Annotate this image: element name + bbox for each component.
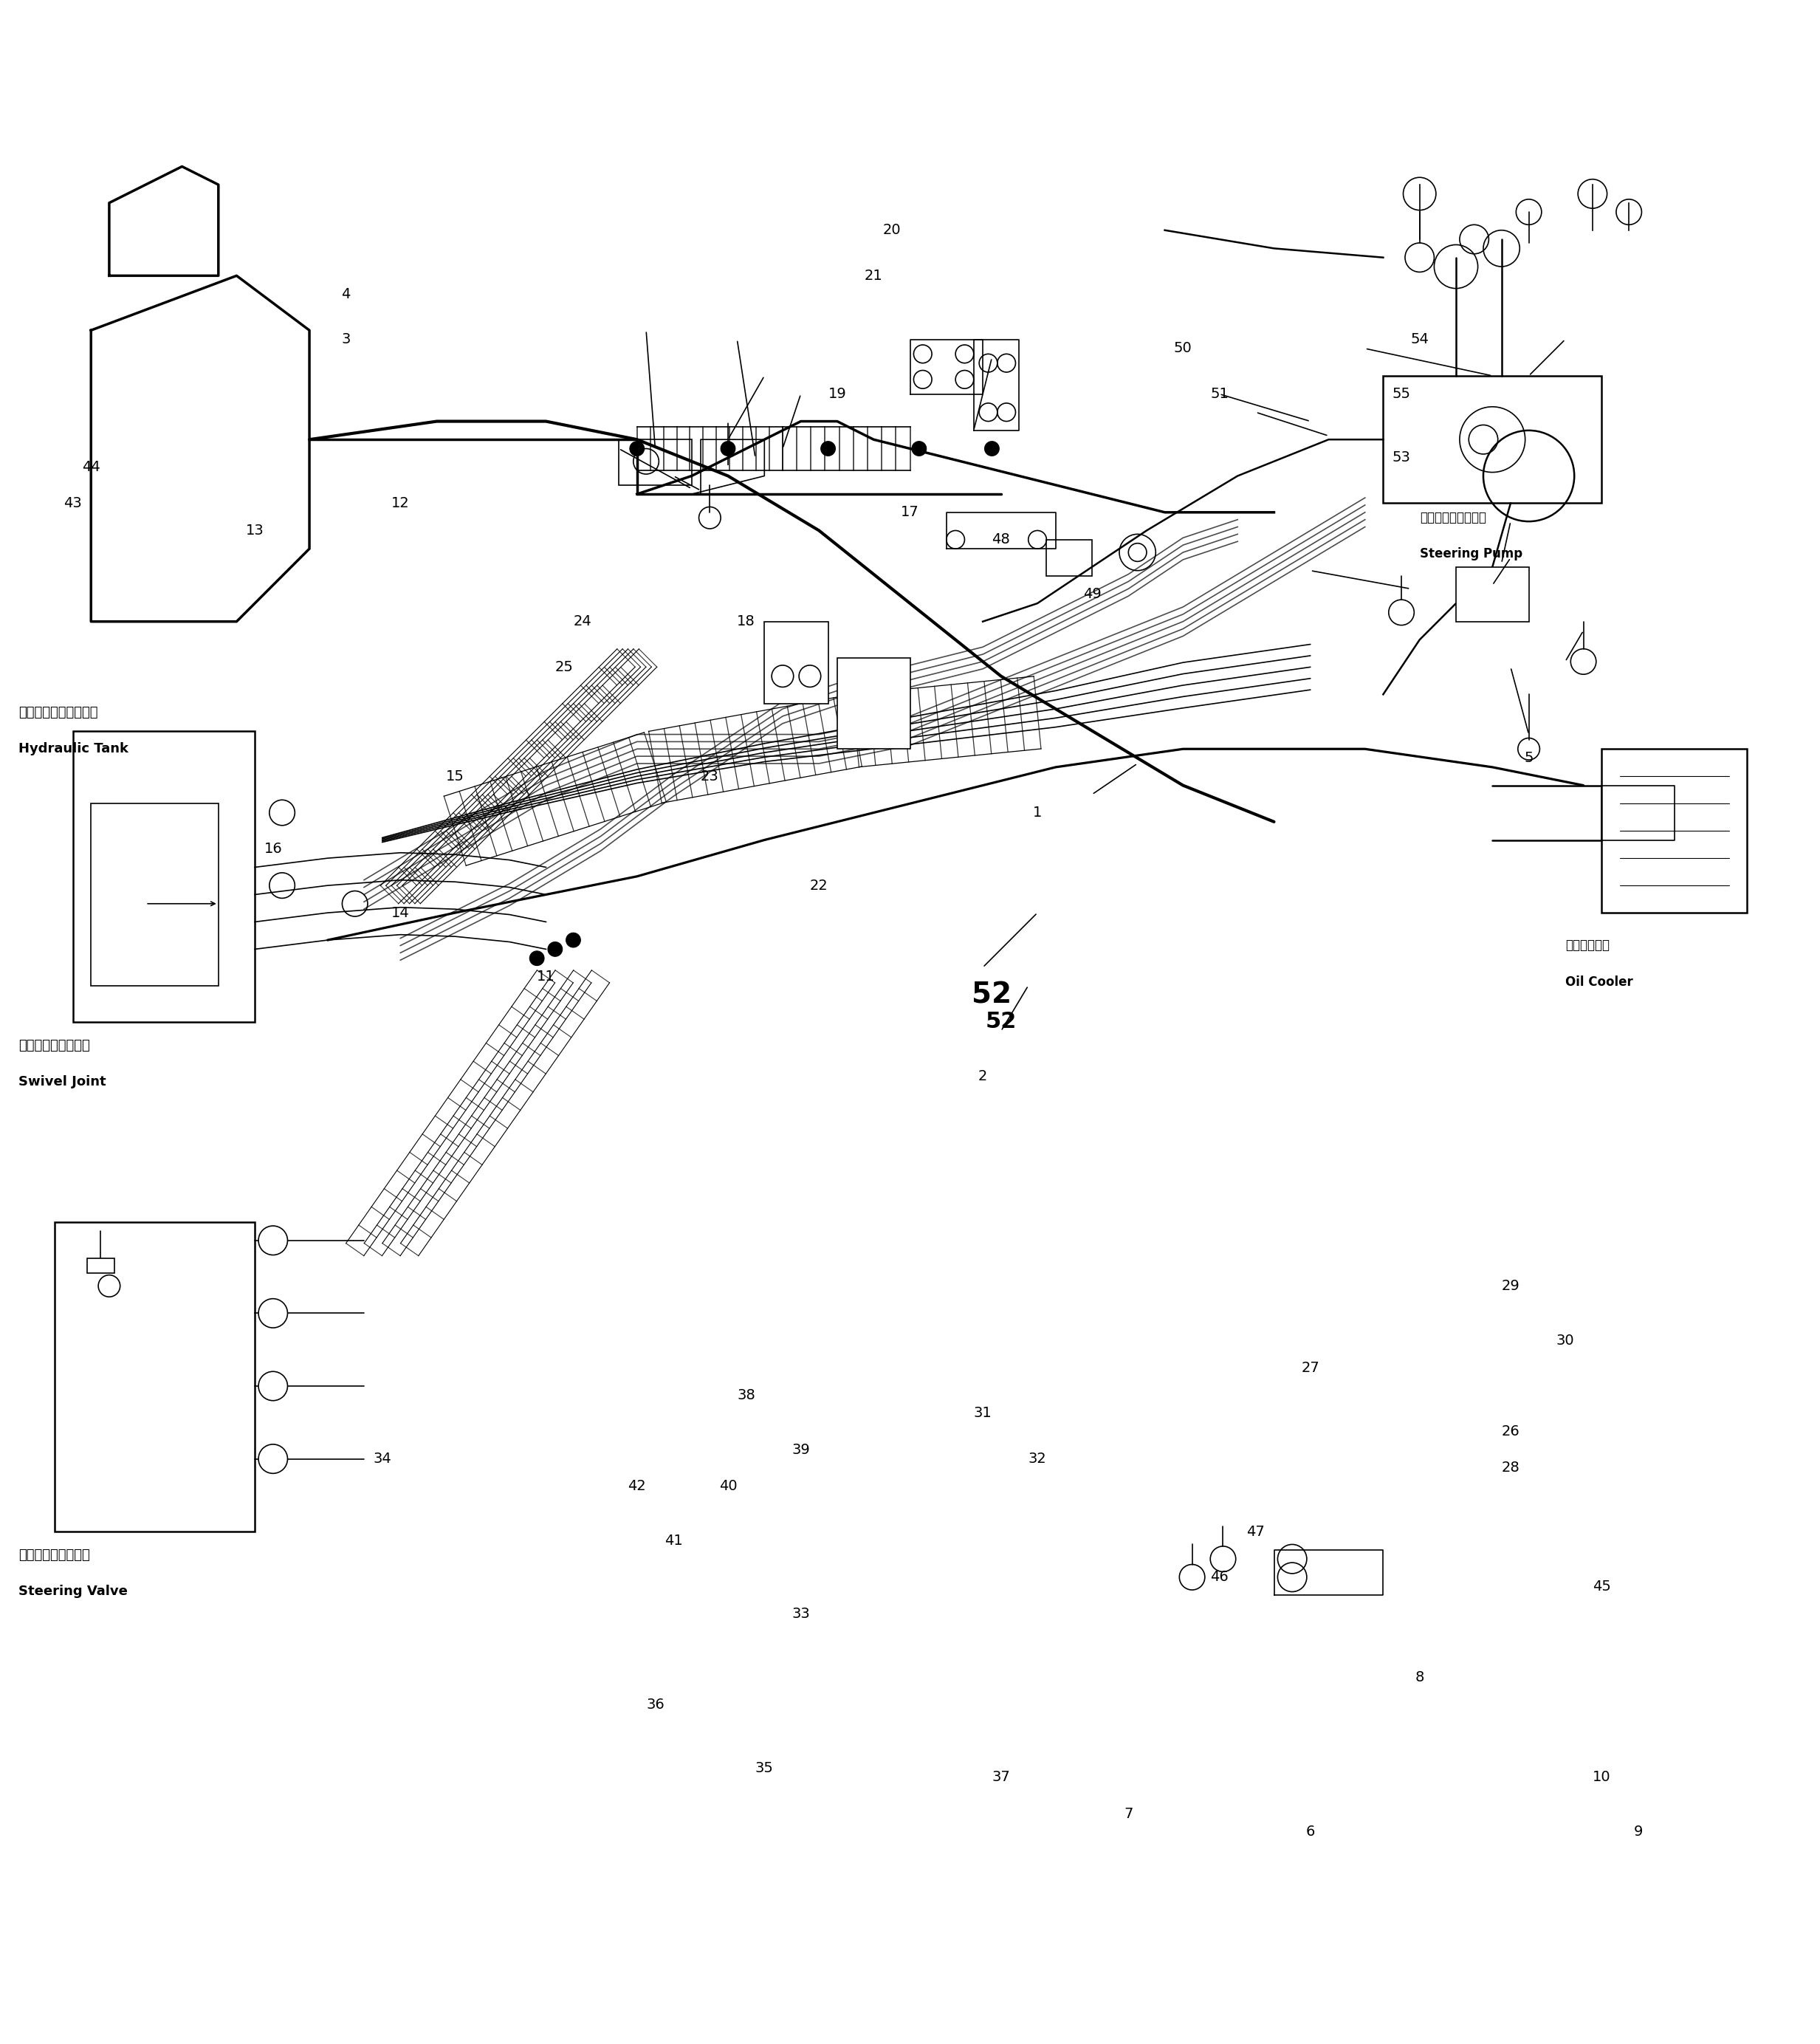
Text: 38: 38	[737, 1388, 755, 1402]
Bar	[837, 658, 910, 748]
Text: 29: 29	[1502, 1280, 1520, 1294]
Circle shape	[985, 442, 999, 456]
Text: 48: 48	[992, 533, 1010, 546]
Text: 39: 39	[792, 1443, 810, 1457]
Circle shape	[258, 1372, 288, 1400]
Text: 3: 3	[340, 333, 351, 345]
Circle shape	[912, 442, 926, 456]
Text: 4: 4	[340, 286, 351, 300]
Circle shape	[258, 1445, 288, 1474]
Text: 44: 44	[82, 460, 100, 474]
Text: スイベルジョイント: スイベルジョイント	[18, 1038, 89, 1053]
Text: 20: 20	[883, 223, 901, 237]
Text: Oil Cooler: Oil Cooler	[1565, 975, 1633, 989]
Text: 1: 1	[1032, 805, 1043, 820]
Text: 6: 6	[1305, 1825, 1316, 1840]
Text: 52: 52	[985, 1012, 1017, 1032]
Circle shape	[530, 950, 544, 965]
Text: 22: 22	[810, 879, 828, 893]
Bar	[87, 1259, 115, 1273]
Circle shape	[258, 1298, 288, 1329]
Text: 40: 40	[719, 1480, 737, 1494]
Text: 42: 42	[628, 1480, 646, 1494]
Bar	[1602, 748, 1747, 914]
Text: 30: 30	[1556, 1333, 1574, 1347]
Text: 8: 8	[1414, 1670, 1425, 1684]
Text: 5: 5	[1523, 750, 1534, 764]
Text: 2: 2	[977, 1069, 988, 1083]
Text: 28: 28	[1502, 1461, 1520, 1476]
Text: 49: 49	[1083, 587, 1101, 601]
Text: 27: 27	[1301, 1361, 1320, 1376]
Text: Swivel Joint: Swivel Joint	[18, 1075, 106, 1089]
Text: 14: 14	[391, 905, 410, 920]
Text: 26: 26	[1502, 1425, 1520, 1439]
Text: 46: 46	[1210, 1570, 1229, 1584]
Text: 21: 21	[864, 268, 883, 282]
Text: 16: 16	[264, 842, 282, 856]
Circle shape	[721, 442, 735, 456]
Text: 7: 7	[1123, 1807, 1134, 1821]
Text: 41: 41	[664, 1533, 682, 1547]
Text: 15: 15	[446, 769, 464, 783]
Text: 43: 43	[64, 497, 82, 511]
Text: ステアリングバルブ: ステアリングバルブ	[18, 1549, 89, 1562]
Text: 31: 31	[974, 1406, 992, 1421]
Bar	[1456, 566, 1529, 621]
Text: 53: 53	[1392, 452, 1411, 464]
Text: ステアリングポンプ: ステアリングポンプ	[1420, 511, 1487, 525]
Text: 54: 54	[1410, 333, 1429, 345]
Bar	[73, 732, 255, 1022]
Text: 11: 11	[537, 969, 555, 983]
Text: 51: 51	[1210, 386, 1229, 401]
Text: ハイドロリックタンク: ハイドロリックタンク	[18, 705, 98, 719]
Text: 34: 34	[373, 1451, 391, 1466]
Bar	[91, 803, 218, 985]
Text: 36: 36	[646, 1699, 664, 1711]
Text: オイルクーラ: オイルクーラ	[1565, 938, 1609, 953]
Bar	[764, 621, 828, 703]
Text: 12: 12	[391, 497, 410, 511]
Text: 23: 23	[701, 769, 719, 783]
Text: 37: 37	[992, 1770, 1010, 1784]
Text: 55: 55	[1392, 386, 1411, 401]
Text: 18: 18	[737, 615, 755, 630]
Text: 19: 19	[828, 386, 846, 401]
Text: 10: 10	[1592, 1770, 1611, 1784]
Text: 33: 33	[792, 1607, 810, 1621]
Circle shape	[258, 1226, 288, 1255]
Text: 13: 13	[246, 523, 264, 538]
Text: 45: 45	[1592, 1580, 1611, 1592]
Text: 25: 25	[555, 660, 573, 675]
Text: Steering Pump: Steering Pump	[1420, 548, 1522, 560]
Text: Hydraulic Tank: Hydraulic Tank	[18, 742, 127, 756]
Circle shape	[821, 442, 835, 456]
Bar	[55, 1222, 255, 1531]
Text: 17: 17	[901, 505, 919, 519]
Text: 52: 52	[972, 981, 1012, 1010]
Bar	[619, 439, 692, 484]
Text: 32: 32	[1028, 1451, 1046, 1466]
Bar	[1383, 376, 1602, 503]
Circle shape	[566, 932, 581, 946]
Bar	[1046, 540, 1092, 576]
Text: 50: 50	[1174, 341, 1192, 356]
Circle shape	[548, 942, 562, 957]
Text: 47: 47	[1247, 1525, 1265, 1539]
Text: 9: 9	[1633, 1825, 1643, 1840]
Text: Steering Valve: Steering Valve	[18, 1584, 127, 1598]
Circle shape	[630, 442, 644, 456]
Text: 24: 24	[573, 615, 592, 630]
Text: 35: 35	[755, 1762, 774, 1776]
